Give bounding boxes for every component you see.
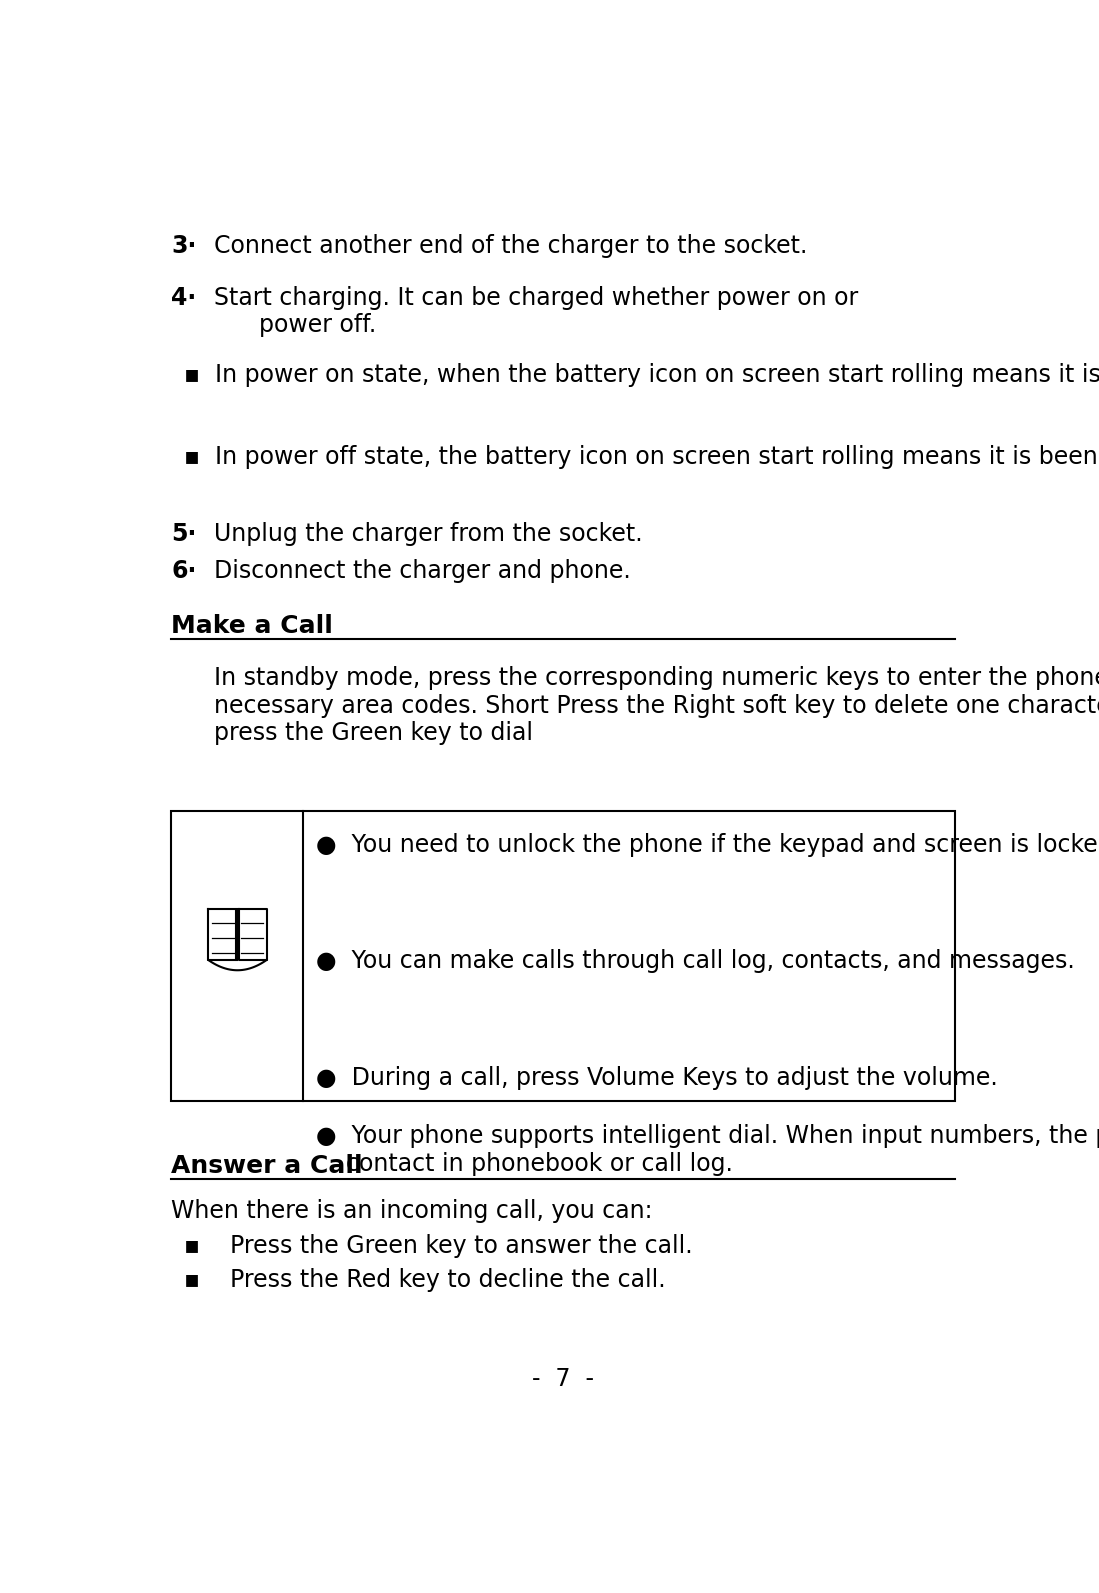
Text: Connect another end of the charger to the socket.: Connect another end of the charger to th… xyxy=(214,234,808,258)
Text: Disconnect the charger and phone.: Disconnect the charger and phone. xyxy=(214,559,631,583)
Text: 3·: 3· xyxy=(171,234,197,258)
Text: 6·: 6· xyxy=(171,559,197,583)
Text: 5·: 5· xyxy=(171,523,197,546)
Text: ●  Your phone supports intelligent dial. When input numbers, the phone will sear: ● Your phone supports intelligent dial. … xyxy=(317,1125,1099,1176)
Text: When there is an incoming call, you can:: When there is an incoming call, you can: xyxy=(171,1200,653,1223)
FancyBboxPatch shape xyxy=(171,811,955,1101)
Text: Start charging. It can be charged whether power on or
      power off.: Start charging. It can be charged whethe… xyxy=(214,285,858,338)
Text: ▪  In power on state, when the battery icon on screen start rolling means it is : ▪ In power on state, when the battery ic… xyxy=(185,363,1099,387)
Text: Unplug the charger from the socket.: Unplug the charger from the socket. xyxy=(214,523,643,546)
Text: In standby mode, press the corresponding numeric keys to enter the phone number : In standby mode, press the corresponding… xyxy=(214,666,1099,746)
Text: ▪    Press the Green key to answer the call.: ▪ Press the Green key to answer the call… xyxy=(185,1233,692,1258)
Text: ▪  In power off state, the battery icon on screen start rolling means it is been: ▪ In power off state, the battery icon o… xyxy=(185,444,1099,468)
Text: ●  You need to unlock the phone if the keypad and screen is locked.: ● You need to unlock the phone if the ke… xyxy=(317,833,1099,857)
Text: ●  You can make calls through call log, contacts, and messages.: ● You can make calls through call log, c… xyxy=(317,949,1075,973)
Text: Make a Call: Make a Call xyxy=(171,615,333,639)
Text: -  7  -: - 7 - xyxy=(532,1367,595,1391)
Text: ●  During a call, press Volume Keys to adjust the volume.: ● During a call, press Volume Keys to ad… xyxy=(317,1066,998,1090)
Text: ▪    Press the Red key to decline the call.: ▪ Press the Red key to decline the call. xyxy=(185,1268,666,1292)
Text: 4·: 4· xyxy=(171,285,197,309)
Text: Answer a Call: Answer a Call xyxy=(171,1153,363,1179)
